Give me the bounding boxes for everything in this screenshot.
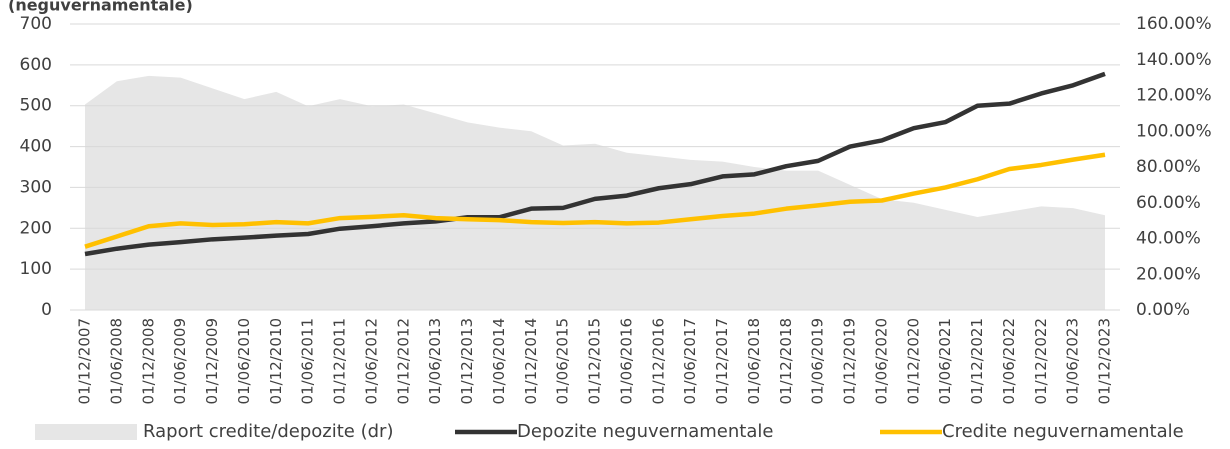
x-tick-label: 01/06/2012 (362, 318, 380, 404)
y2-tick-label: 40.00% (1136, 229, 1201, 249)
y-tick-label: 0 (41, 300, 52, 320)
x-tick-label: 01/12/2021 (968, 318, 986, 404)
x-tick-label: 01/06/2018 (745, 318, 763, 404)
x-tick-label: 01/12/2015 (586, 318, 604, 404)
chart-title: (neguvernamentale) (8, 0, 193, 15)
legend-swatch (35, 424, 137, 440)
y2-tick-label: 80.00% (1136, 157, 1201, 177)
y-tick-label: 300 (20, 177, 52, 197)
x-tick-label: 01/12/2016 (649, 318, 667, 404)
y-tick-label: 400 (20, 137, 52, 157)
y2-tick-label: 60.00% (1136, 193, 1201, 213)
x-tick-label: 01/06/2008 (107, 318, 125, 404)
x-tick-label: 01/12/2017 (713, 318, 731, 404)
x-tick-label: 01/12/2020 (904, 318, 922, 404)
line (84, 152, 1106, 249)
x-tick-label: 01/12/2009 (203, 318, 221, 404)
x-tick-label: 01/12/2022 (1032, 318, 1050, 404)
x-tick-label: 01/12/2007 (76, 318, 94, 404)
x-tick-label: 01/06/2010 (235, 318, 253, 404)
grid (70, 23, 1120, 311)
y-tick-label: 700 (20, 14, 52, 34)
x-tick-label: 01/06/2017 (681, 318, 699, 404)
y-tick-label: 500 (20, 96, 52, 116)
x-tick-label: 01/06/2013 (426, 318, 444, 404)
x-tick-label: 01/06/2019 (809, 318, 827, 404)
x-tick-label: 01/12/2018 (777, 318, 795, 404)
x-tick-label: 01/06/2009 (171, 318, 189, 404)
x-tick-label: 01/12/2008 (139, 318, 157, 404)
line (84, 71, 1106, 257)
legend-label: Raport credite/depozite (dr) (143, 421, 393, 442)
legend-label: Credite neguvernamentale (942, 421, 1184, 442)
x-tick-label: 01/12/2011 (331, 318, 349, 404)
y-tick-label: 200 (20, 218, 52, 238)
x-tick-label: 01/12/2023 (1096, 318, 1114, 404)
x-tick-label: 01/06/2020 (872, 318, 890, 404)
y2-tick-label: 120.00% (1136, 86, 1212, 106)
y2-tick-label: 140.00% (1136, 50, 1212, 70)
y-tick-label: 100 (20, 259, 52, 279)
area (85, 75, 1105, 311)
x-tick-label: 01/06/2014 (490, 318, 508, 404)
x-tick-label: 01/06/2015 (554, 318, 572, 404)
x-tick-label: 01/12/2014 (522, 318, 540, 404)
x-tick-label: 01/06/2021 (936, 318, 954, 404)
y2-tick-label: 100.00% (1136, 121, 1212, 141)
x-tick-label: 01/06/2011 (299, 318, 317, 404)
x-tick-label: 01/12/2013 (458, 318, 476, 404)
x-tick-label: 01/06/2022 (1000, 318, 1018, 404)
x-tick-label: 01/06/2023 (1064, 318, 1082, 404)
x-tick-label: 01/06/2016 (617, 318, 635, 404)
y2-tick-label: 160.00% (1136, 14, 1212, 34)
x-tick-label: 01/12/2012 (394, 318, 412, 404)
y-tick-label: 600 (20, 55, 52, 75)
x-tick-label: 01/12/2010 (267, 318, 285, 404)
legend-label: Depozite neguvernamentale (517, 421, 773, 442)
y2-tick-label: 20.00% (1136, 264, 1201, 284)
x-tick-label: 01/12/2019 (841, 318, 859, 404)
y2-tick-label: 0.00% (1136, 300, 1190, 320)
